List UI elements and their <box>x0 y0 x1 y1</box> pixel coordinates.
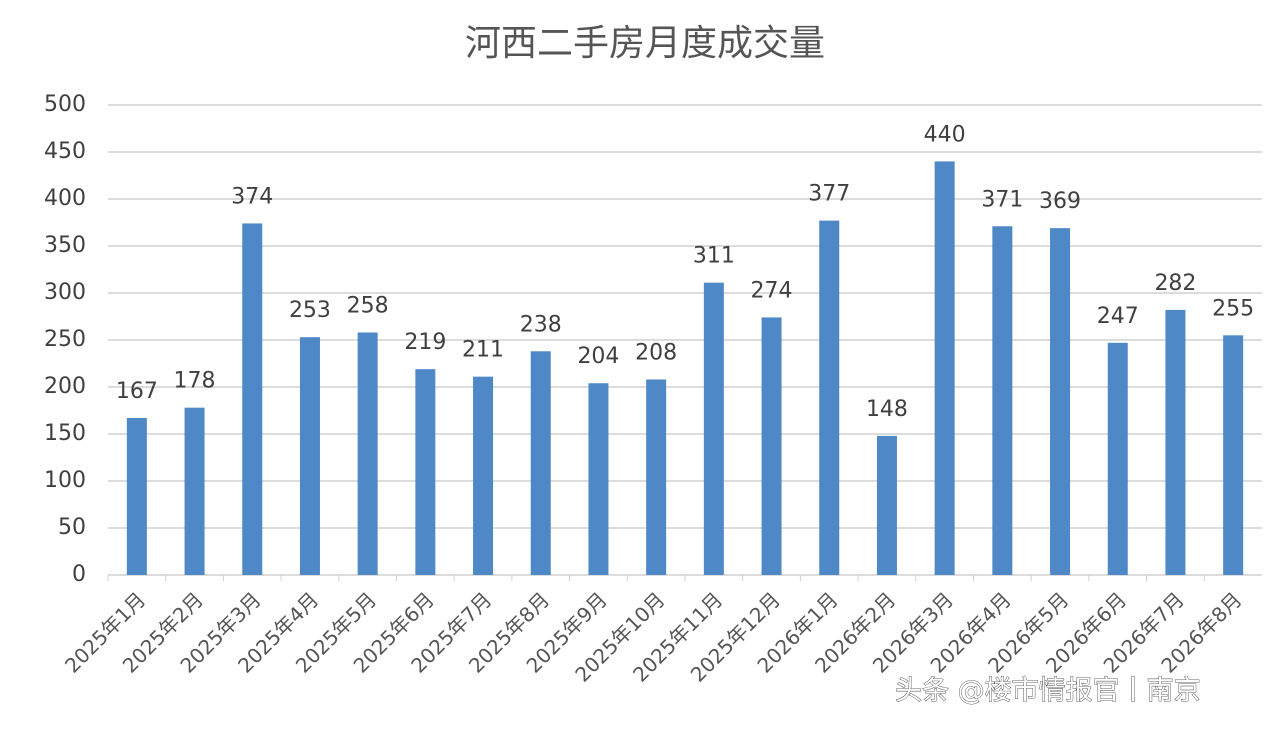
data-label: 253 <box>289 298 331 323</box>
bar <box>819 220 840 575</box>
bar <box>530 351 551 575</box>
bar <box>1165 309 1186 575</box>
data-label: 148 <box>866 397 908 422</box>
y-tick-label: 400 <box>44 186 86 211</box>
data-label: 211 <box>462 338 504 363</box>
bar <box>184 407 205 575</box>
y-tick-label: 300 <box>44 280 86 305</box>
bar <box>876 435 897 575</box>
data-label: 374 <box>231 184 273 209</box>
chart-title: 河西二手房月度成交量 <box>465 23 825 64</box>
data-label: 219 <box>404 330 446 355</box>
bar <box>703 282 724 575</box>
data-label: 377 <box>808 182 850 207</box>
data-label: 178 <box>174 369 216 394</box>
y-tick-label: 250 <box>44 327 86 352</box>
bar <box>299 337 320 575</box>
y-tick-label: 150 <box>44 421 86 446</box>
data-label: 371 <box>981 187 1023 212</box>
data-label: 258 <box>347 293 389 318</box>
bar <box>934 161 955 575</box>
bar <box>992 226 1013 575</box>
bar <box>1107 342 1128 575</box>
data-label: 369 <box>1039 189 1081 214</box>
bar <box>761 317 782 575</box>
bar <box>1223 335 1244 575</box>
y-tick-label: 100 <box>44 468 86 493</box>
bar <box>242 223 263 575</box>
data-label: 274 <box>751 278 793 303</box>
bar <box>357 332 378 575</box>
watermark: 头条 @楼市情报官丨南京 <box>895 676 1201 707</box>
bar <box>415 369 436 575</box>
y-tick-label: 500 <box>44 92 86 117</box>
bar <box>646 379 667 575</box>
bar <box>588 383 609 575</box>
y-tick-label: 0 <box>72 562 86 587</box>
bar <box>1050 228 1071 575</box>
data-label: 440 <box>924 122 966 147</box>
data-label: 238 <box>520 312 562 337</box>
y-tick-label: 350 <box>44 233 86 258</box>
y-tick-label: 200 <box>44 374 86 399</box>
bar <box>126 418 147 575</box>
bar <box>473 376 494 575</box>
data-label: 247 <box>1097 304 1139 329</box>
y-tick-label: 50 <box>58 515 86 540</box>
data-label: 208 <box>635 340 677 365</box>
data-label: 311 <box>693 244 735 269</box>
y-tick-label: 450 <box>44 139 86 164</box>
data-label: 204 <box>577 344 619 369</box>
data-label: 282 <box>1154 271 1196 296</box>
data-label: 255 <box>1212 296 1254 321</box>
data-label: 167 <box>116 379 158 404</box>
